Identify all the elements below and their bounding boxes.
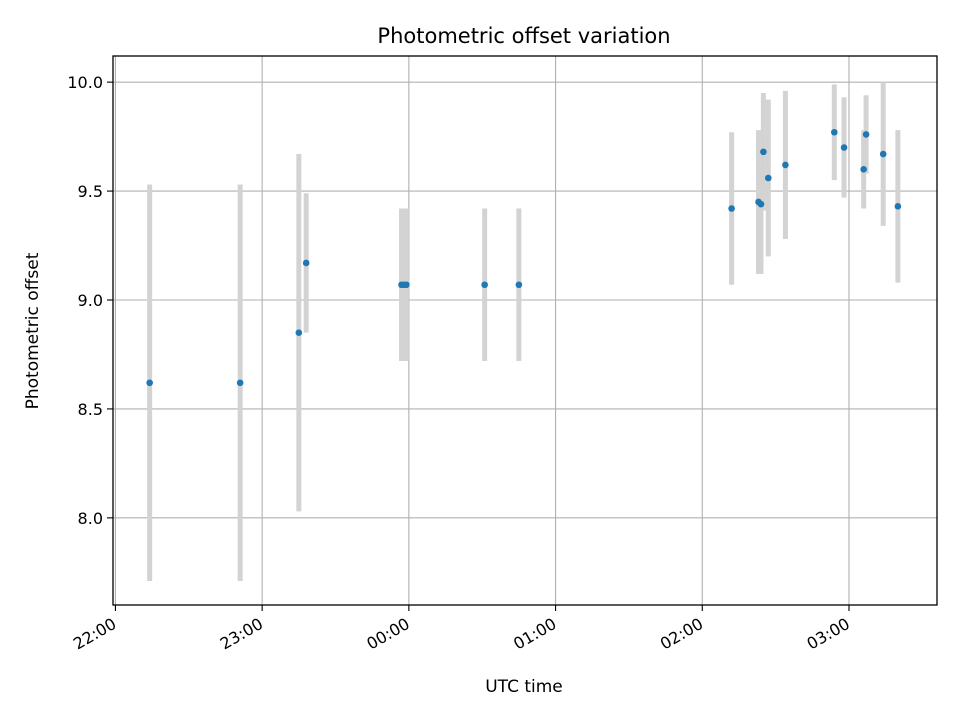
y-tick-label: 8.5 — [78, 400, 103, 419]
y-tick-label: 8.0 — [78, 509, 103, 528]
data-point — [295, 329, 303, 336]
data-point — [146, 379, 153, 387]
data-point — [840, 144, 848, 151]
data-point — [894, 203, 902, 210]
y-tick-label: 10.0 — [67, 73, 103, 92]
plot-frame — [112, 55, 938, 606]
data-point — [481, 281, 488, 289]
data-point — [760, 148, 767, 156]
data-point — [728, 205, 735, 212]
data-point — [302, 259, 310, 267]
data-point — [764, 174, 772, 182]
data-point — [515, 281, 523, 289]
data-point — [236, 379, 244, 387]
data-point — [757, 200, 765, 208]
chart-title: Photometric offset variation — [377, 24, 670, 48]
data-point — [782, 161, 789, 169]
data-points — [146, 128, 902, 387]
y-tick-label: 9.5 — [78, 182, 103, 201]
y-axis-label: Photometric offset — [23, 252, 43, 409]
data-point — [831, 128, 838, 136]
x-axis-label: UTC time — [485, 677, 563, 697]
data-point — [862, 131, 870, 138]
y-tick-label: 9.0 — [78, 291, 103, 310]
data-point — [879, 150, 887, 158]
grid-lines — [113, 56, 937, 605]
data-point — [403, 281, 410, 289]
data-point — [860, 165, 867, 173]
